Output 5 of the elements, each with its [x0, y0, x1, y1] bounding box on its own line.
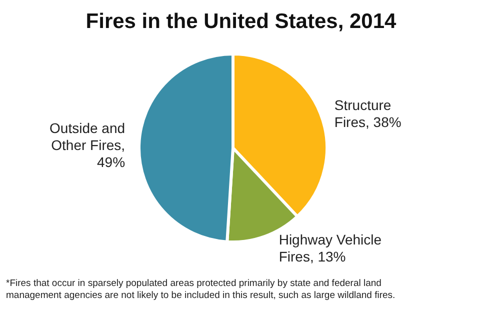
slice-label: Highway Vehicle Fires, 13% [278, 231, 382, 264]
slice-label: Structure Fires, 38% [334, 96, 402, 130]
text: *Fires that occur in sparsely populated areas protected primarily by state and federal land management agencies are not likely to be included in this result, such as large wildland fires. [6, 278, 396, 301]
slice-label: Outside and Other Fires, 49% [50, 120, 126, 170]
chart-title: Fires in the United States, 2014 [86, 10, 397, 33]
